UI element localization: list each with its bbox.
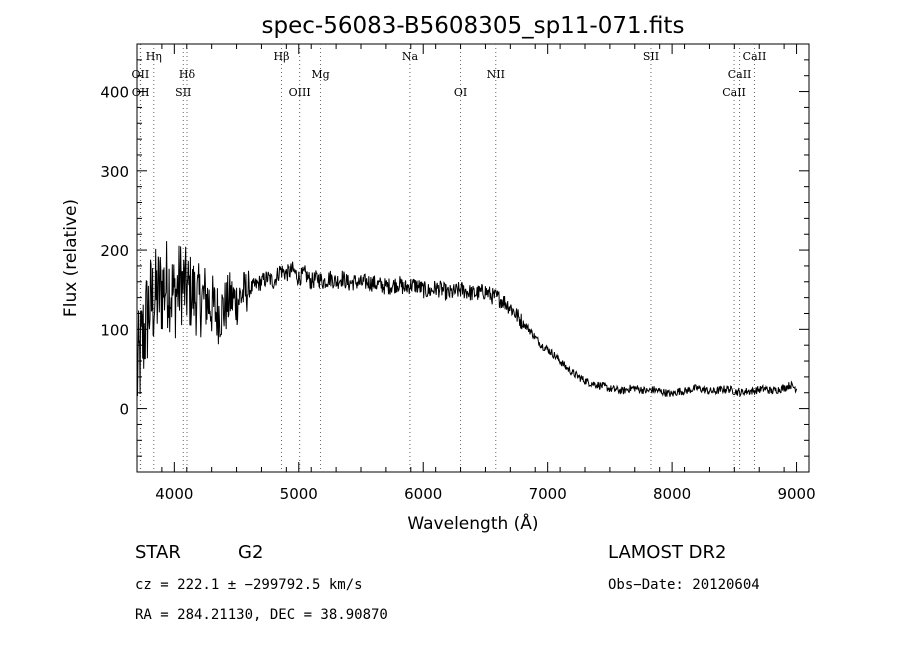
x-tick-label: 6000: [404, 485, 442, 503]
y-tick-label: 200: [100, 242, 129, 260]
line-marker-label: SII: [643, 50, 659, 63]
line-marker-label: Mg: [311, 68, 329, 81]
y-tick-label: 300: [100, 163, 129, 181]
line-marker-label: NII: [487, 68, 505, 81]
coordinates: RA = 284.21130, DEC = 38.90870: [135, 607, 388, 623]
line-marker-label: CaII: [728, 68, 752, 81]
x-tick-label: 4000: [155, 485, 193, 503]
x-tick-label: 7000: [529, 485, 567, 503]
line-marker-label: SII: [175, 86, 191, 99]
x-tick-label: 8000: [653, 485, 691, 503]
redshift-line: cz = 222.1 ± −299792.5 km/s: [135, 577, 363, 593]
y-tick-label: 0: [119, 401, 129, 419]
survey-name: LAMOST DR2: [608, 542, 726, 563]
line-marker-label: OII: [132, 68, 150, 81]
line-marker-label: CaII: [722, 86, 746, 99]
x-tick-label: 5000: [280, 485, 318, 503]
y-tick-label: 400: [100, 84, 129, 102]
axis-ticks: 4000 5000 6000 7000 8000 9000 0 100 200 300 400: [100, 43, 816, 503]
line-marker-label: Hδ: [179, 68, 196, 81]
plot-frame: [136, 43, 810, 473]
x-axis-label: Wavelength (Å): [407, 512, 538, 534]
line-marker-label: OIII: [289, 86, 311, 99]
series-group: [136, 241, 798, 397]
object-class: STAR: [135, 542, 181, 563]
x-tick-label: 9000: [777, 485, 815, 503]
y-tick-label: 100: [100, 321, 129, 339]
spectrum-line: [136, 241, 798, 397]
object-subclass: G2: [238, 542, 263, 563]
chart-title: spec-56083-B5608305_sp11-071.fits: [262, 13, 685, 39]
line-marker-label: CaII: [743, 50, 767, 63]
line-marker-label: OI: [454, 86, 467, 99]
line-marker-label: Na: [402, 50, 419, 63]
line-marker-label: Hβ: [274, 50, 290, 63]
obs-date: Obs−Date: 20120604: [608, 577, 760, 593]
y-axis-label: Flux (relative): [61, 199, 81, 317]
line-marker-label: Hη: [146, 50, 162, 63]
line-marker-label: OII: [132, 86, 150, 99]
